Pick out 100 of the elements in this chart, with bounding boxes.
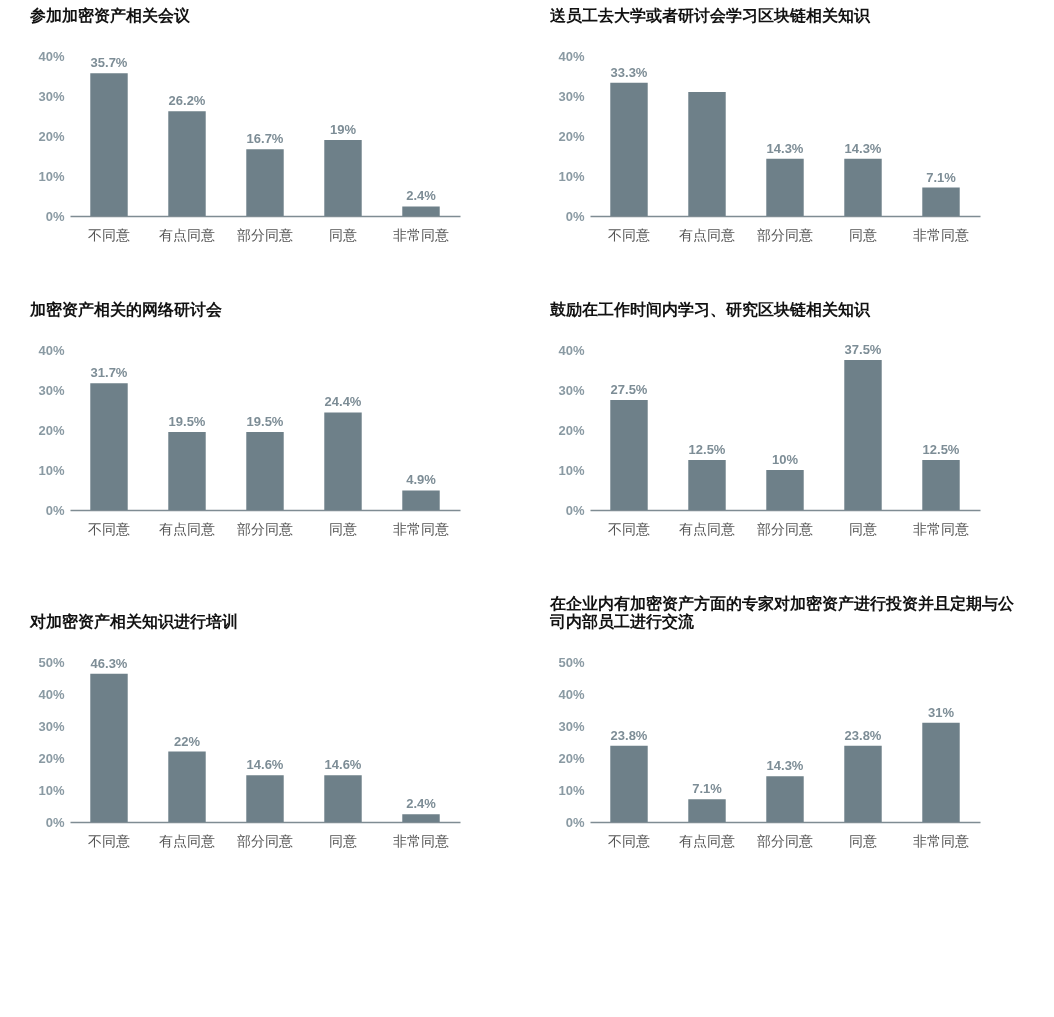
- x-tick-label: 部分同意: [237, 227, 293, 243]
- data-label: 12.5%: [688, 442, 726, 457]
- x-tick-label: 部分同意: [237, 833, 293, 849]
- data-label: 14.3%: [844, 140, 882, 156]
- x-tick-label: 非常同意: [913, 227, 969, 243]
- data-label: 35.7%: [90, 55, 128, 71]
- y-tick-label: 10%: [38, 462, 65, 478]
- y-tick-label: 20%: [38, 422, 65, 438]
- x-tick-label: 不同意: [608, 521, 650, 537]
- x-tick-label: 部分同意: [757, 227, 813, 243]
- y-tick-label: 40%: [558, 48, 585, 64]
- x-tick-label: 部分同意: [757, 833, 813, 849]
- bar: [844, 360, 882, 510]
- x-tick-label: 同意: [849, 521, 877, 537]
- bar: [844, 158, 882, 216]
- data-label: 16.7%: [246, 131, 284, 147]
- y-tick-label: 0%: [45, 502, 65, 518]
- x-tick-label: 不同意: [608, 833, 650, 849]
- chart-title: 参加加密资产相关会议: [29, 7, 191, 24]
- data-label: 19%: [329, 122, 357, 137]
- bar: [168, 751, 206, 822]
- y-tick-label: 0%: [45, 814, 65, 830]
- bar: [324, 412, 362, 510]
- y-tick-label: 30%: [38, 382, 65, 398]
- bar: [90, 673, 128, 822]
- data-label: 14.3%: [766, 140, 804, 156]
- y-tick-label: 20%: [38, 750, 65, 766]
- bar: [324, 140, 362, 216]
- bar: [610, 400, 648, 510]
- chart-title: 在企业内有加密资产方面的专家对加密资产进行投资并且定期与公司内部员工进行交流: [549, 594, 1015, 630]
- x-tick-label: 非常同意: [393, 833, 449, 849]
- y-tick-label: 30%: [558, 88, 585, 104]
- y-tick-label: 30%: [38, 718, 65, 734]
- chart-title: 加密资产相关的网络研讨会: [29, 301, 223, 318]
- bar: [246, 775, 284, 822]
- y-tick-label: 10%: [38, 168, 65, 184]
- bar: [610, 82, 648, 216]
- x-tick-label: 不同意: [88, 227, 130, 243]
- data-label: 23.8%: [610, 727, 648, 743]
- data-label: 19.5%: [168, 414, 206, 429]
- bar: [766, 776, 804, 822]
- bar: [246, 149, 284, 216]
- x-tick-label: 不同意: [88, 833, 130, 849]
- bar: [688, 460, 726, 510]
- x-tick-label: 不同意: [88, 521, 130, 537]
- x-tick-label: 非常同意: [393, 227, 449, 243]
- chart-title: 对加密资产相关知识进行培训: [29, 613, 238, 630]
- data-label: 19.5%: [246, 414, 284, 429]
- data-label: 14.3%: [766, 758, 804, 774]
- y-tick-label: 0%: [565, 208, 585, 224]
- chart-title: 送员工去大学或者研讨会学习区块链相关知识: [549, 7, 871, 24]
- x-tick-label: 部分同意: [237, 521, 293, 537]
- y-tick-label: 40%: [38, 48, 65, 64]
- x-tick-label: 同意: [849, 227, 877, 243]
- bar: [766, 470, 804, 510]
- bar: [402, 814, 440, 822]
- y-tick-label: 50%: [558, 654, 585, 670]
- chart-title: 鼓励在工作时间内学习、研究区块链相关知识: [549, 301, 871, 318]
- data-label: 31%: [927, 704, 955, 720]
- data-label: 22%: [173, 733, 201, 749]
- x-tick-label: 非常同意: [913, 833, 969, 849]
- bar: [922, 187, 960, 216]
- y-tick-label: 0%: [565, 814, 585, 830]
- x-tick-label: 有点同意: [679, 227, 735, 243]
- data-label: 23.8%: [844, 727, 882, 743]
- y-tick-label: 0%: [45, 208, 65, 224]
- data-label: 2.4%: [406, 796, 437, 812]
- x-tick-label: 有点同意: [679, 521, 735, 537]
- data-label: 27.5%: [610, 382, 648, 397]
- y-tick-label: 10%: [558, 782, 585, 798]
- y-tick-label: 30%: [38, 88, 65, 104]
- x-tick-label: 同意: [329, 227, 357, 243]
- y-tick-label: 30%: [558, 382, 585, 398]
- x-tick-label: 部分同意: [757, 521, 813, 537]
- bar: [922, 722, 960, 822]
- bar: [922, 460, 960, 510]
- data-label: 2.4%: [406, 188, 437, 204]
- data-label: 33.3%: [610, 64, 648, 80]
- bar: [688, 92, 726, 216]
- y-tick-label: 40%: [558, 686, 585, 702]
- x-tick-label: 非常同意: [913, 521, 969, 537]
- data-label: 24.4%: [324, 394, 362, 410]
- y-tick-label: 10%: [558, 168, 585, 184]
- y-tick-label: 30%: [558, 718, 585, 734]
- bar: [844, 745, 882, 822]
- y-tick-label: 40%: [38, 686, 65, 702]
- data-label: 10%: [771, 452, 799, 467]
- y-tick-label: 20%: [558, 128, 585, 144]
- data-label: 4.9%: [406, 472, 437, 488]
- data-label: 12.5%: [922, 442, 960, 457]
- x-tick-label: 同意: [329, 521, 357, 537]
- x-tick-label: 有点同意: [159, 833, 215, 849]
- y-tick-label: 40%: [38, 342, 65, 358]
- x-tick-label: 有点同意: [159, 227, 215, 243]
- y-tick-label: 40%: [558, 342, 585, 358]
- bar: [168, 432, 206, 510]
- bar: [90, 73, 128, 216]
- data-label: 14.6%: [246, 757, 284, 773]
- y-tick-label: 50%: [38, 654, 65, 670]
- data-label: 37.5%: [844, 342, 882, 357]
